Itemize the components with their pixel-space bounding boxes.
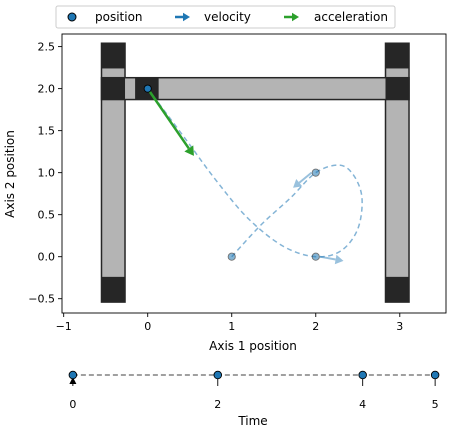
timeline-tick-label: 4 bbox=[359, 398, 366, 411]
right-rail-bottom-cap bbox=[385, 276, 410, 303]
y-tick-label: 2.0 bbox=[38, 83, 56, 96]
x-axis-ticks: −1 0 1 2 3 bbox=[56, 313, 403, 333]
plot-frame bbox=[61, 33, 447, 314]
legend-velocity-arrow bbox=[175, 12, 190, 22]
timeline-tick-label: 0 bbox=[69, 398, 76, 411]
legend-acceleration-marker bbox=[284, 12, 299, 22]
legend-frame bbox=[55, 5, 396, 29]
current-time-indicator bbox=[69, 377, 77, 384]
timeline-keyframes bbox=[68, 370, 440, 380]
y-axis-label: Axis 2 position bbox=[3, 130, 17, 218]
position-point bbox=[311, 252, 320, 261]
legend-acceleration-arrow bbox=[284, 12, 299, 22]
main-plot: −1 0 1 2 3 −0.5 0.0 0.5 1.0 1.5 2.0 2.5 Axis 1 pos… bbox=[3, 33, 447, 353]
y-axis-ticks: −0.5 0.0 0.5 1.0 1.5 2.0 2.5 bbox=[28, 41, 62, 306]
timeline-axis-label: Time bbox=[237, 414, 267, 428]
legend: position velocity acceleration bbox=[55, 5, 396, 29]
y-tick-label: 1.5 bbox=[38, 125, 56, 138]
legend-position-marker bbox=[67, 12, 77, 22]
trajectory-path bbox=[147, 88, 363, 258]
left-rail-bottom-cap bbox=[101, 276, 126, 303]
velocity-arrow bbox=[293, 171, 313, 188]
timeline-keyframe bbox=[430, 370, 440, 380]
y-tick-label: 1.0 bbox=[38, 167, 56, 180]
left-rail-top-cap bbox=[101, 43, 126, 69]
timeline-keyframe bbox=[68, 370, 78, 380]
position-point bbox=[311, 168, 320, 177]
y-tick-label: 2.5 bbox=[38, 41, 56, 54]
x-tick-label: −1 bbox=[56, 320, 72, 333]
timeline-ticks: 0 2 4 5 bbox=[69, 375, 439, 411]
x-tick-label: 2 bbox=[312, 320, 319, 333]
timeline: 0 2 4 5 Time bbox=[68, 370, 440, 428]
x-axis-label: Axis 1 position bbox=[209, 339, 297, 353]
legend-velocity-marker bbox=[175, 12, 190, 22]
right-rail-top-cap bbox=[385, 43, 410, 69]
position-point bbox=[143, 84, 152, 93]
bridge-left-block bbox=[101, 77, 126, 100]
acceleration-arrow bbox=[146, 87, 194, 156]
bridge-right-block bbox=[385, 77, 410, 100]
y-tick-label: 0.0 bbox=[38, 251, 56, 264]
legend-velocity-label: velocity bbox=[204, 10, 251, 24]
timeline-keyframe bbox=[213, 370, 223, 380]
timeline-tick-label: 2 bbox=[214, 398, 221, 411]
position-point bbox=[227, 252, 236, 261]
y-tick-label: 0.5 bbox=[38, 209, 56, 222]
x-tick-label: 3 bbox=[396, 320, 403, 333]
acceleration-arrows bbox=[146, 87, 194, 156]
position-points bbox=[143, 84, 320, 261]
timeline-keyframe bbox=[358, 370, 367, 380]
velocity-arrows bbox=[293, 171, 344, 265]
velocity-arrow bbox=[319, 254, 344, 265]
timeline-tick-label: 5 bbox=[432, 398, 439, 411]
y-tick-label: −0.5 bbox=[28, 293, 55, 306]
x-tick-label: 0 bbox=[144, 320, 151, 333]
x-tick-label: 1 bbox=[228, 320, 235, 333]
legend-position-label: position bbox=[95, 10, 143, 24]
legend-acceleration-label: acceleration bbox=[314, 10, 388, 24]
gantry bbox=[100, 42, 410, 303]
